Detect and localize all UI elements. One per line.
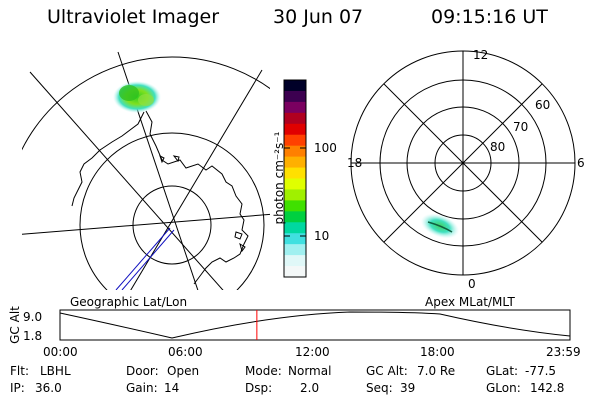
mlat-label-80: 80	[490, 140, 506, 154]
meridian-4	[22, 213, 270, 235]
dsp-value: 2.0	[300, 381, 320, 395]
time-tick-0600: 06:00	[168, 345, 203, 359]
colorbar-band	[284, 167, 306, 179]
glon-label: GLon:	[486, 381, 521, 395]
lat-circle-middle	[79, 132, 265, 290]
time-tick-1800: 18:00	[420, 345, 455, 359]
gcalt-label: GC Alt:	[366, 364, 408, 378]
lat-circle-outer	[22, 56, 270, 151]
colorbar-band	[284, 244, 306, 256]
altitude-strip	[59, 309, 571, 341]
mlt-label-18: 18	[347, 156, 363, 170]
date-label: 30 Jun 07	[273, 6, 364, 28]
colorbar-band	[284, 156, 306, 169]
colorbar	[283, 79, 307, 278]
right-panel-caption: Apex MLat/MLT	[425, 295, 515, 309]
seq-label: Seq:	[366, 381, 393, 395]
gain-value: 14	[164, 381, 180, 395]
colorbar-band	[284, 189, 306, 201]
alt-tick-1-8: 1.8	[23, 329, 43, 343]
glat-value: -77.5	[525, 364, 557, 378]
colorbar-band	[284, 255, 306, 267]
ip-label: IP:	[10, 381, 25, 395]
colorbar-band	[284, 90, 306, 103]
gcalt-value: 7.0 Re	[417, 364, 456, 378]
colorbar-band	[284, 145, 306, 158]
door-label: Door:	[126, 364, 159, 378]
colorbar-band	[284, 200, 306, 212]
lat-circle-inner	[132, 185, 212, 265]
glon-value: 142.8	[530, 381, 565, 395]
time-tick-1200: 12:00	[295, 345, 330, 359]
flt-value: LBHL	[40, 364, 71, 378]
satellite-track	[115, 227, 171, 290]
time-tick-2359: 23:59	[546, 345, 581, 359]
ip-value: 36.0	[35, 381, 62, 395]
altitude-curve	[59, 311, 571, 339]
mlat-label-70: 70	[513, 120, 529, 134]
colorbar-tick-10: 10	[314, 229, 330, 243]
colorbar-band	[284, 112, 306, 125]
mlt-label-12: 12	[473, 48, 489, 62]
colorbar-tick-100: 100	[314, 141, 337, 155]
gain-label: Gain:	[126, 381, 158, 395]
geographic-map	[22, 51, 270, 290]
colorbar-band	[284, 123, 306, 136]
mode-label: Mode:	[245, 364, 282, 378]
colorbar-band	[284, 178, 306, 190]
time-tick-0000: 00:00	[43, 345, 78, 359]
mode-value: Normal	[288, 364, 332, 378]
colorbar-band	[284, 222, 306, 234]
mlat-label-60: 60	[535, 98, 551, 112]
alt-tick-9: 9.0	[23, 310, 43, 324]
coastline-islands	[159, 155, 246, 253]
coastline	[71, 110, 249, 285]
mlat-mlt-polar	[350, 50, 576, 276]
time-label: 09:15:16 UT	[431, 6, 548, 28]
dsp-label: Dsp:	[245, 381, 273, 395]
colorbar-frame	[283, 79, 307, 278]
meridian-3	[130, 69, 263, 290]
seq-value: 39	[400, 381, 416, 395]
colorbar-band	[284, 134, 306, 147]
colorbar-band	[284, 101, 306, 114]
app-title: Ultraviolet Imager	[47, 6, 220, 28]
flt-label: Flt:	[10, 364, 29, 378]
colorbar-unit-label: photon cm⁻²s⁻¹	[272, 131, 286, 225]
mlt-label-6: 6	[577, 156, 585, 170]
colorbar-band	[284, 233, 306, 245]
meridian-1	[29, 71, 224, 290]
glat-label: GLat:	[486, 364, 519, 378]
colorbar-band	[284, 80, 306, 92]
altitude-frame	[59, 309, 571, 341]
colorbar-band	[284, 211, 306, 223]
left-panel-caption: Geographic Lat/Lon	[70, 295, 188, 309]
mlt-label-0: 0	[468, 277, 476, 291]
door-value: Open	[167, 364, 200, 378]
alt-axis-label: GC Alt	[8, 306, 22, 344]
colorbar-band	[284, 266, 306, 278]
